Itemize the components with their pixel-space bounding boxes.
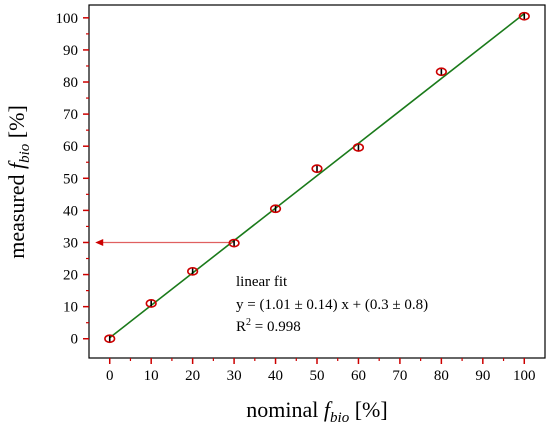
point-marker [104,334,116,344]
x-tick-label: 10 [144,368,159,384]
x-tick-label: 100 [513,368,536,384]
y-tick-label: 90 [63,43,78,59]
x-tick-label: 30 [227,368,242,384]
data-point [145,299,157,308]
fit-line [109,13,525,339]
point-marker [145,299,157,308]
arrow [95,238,235,246]
y-tick-label: 40 [63,203,78,219]
data-point [187,266,199,276]
x-tick-label: 80 [434,368,449,384]
x-tick-label: 20 [185,368,200,384]
point-marker [352,143,365,152]
x-tick-label: 60 [351,368,366,384]
data-point [311,164,323,174]
point-marker [518,11,530,21]
y-tick-label: 100 [56,11,79,27]
x-tick-label: 70 [392,368,407,384]
x-tick-label: 50 [310,368,325,384]
y-tick-label: 80 [63,75,78,91]
y-tick-labels: 0 10 20 30 40 50 60 70 80 90 100 [56,11,79,348]
y-tick-label: 0 [71,332,79,348]
data-point [518,11,530,21]
y-tick-label: 10 [63,300,78,316]
y-tick-label: 50 [63,171,78,187]
point-marker [269,204,282,214]
x-tick-label: 40 [268,368,283,384]
y-tick-label: 30 [63,235,78,251]
x-tick-label: 90 [475,368,490,384]
data-point [269,204,282,214]
point-marker [187,266,199,276]
y-tick-label: 60 [63,139,78,155]
y-tick-label: 70 [63,107,78,123]
point-marker [228,238,240,248]
data-point [104,334,116,344]
arrow-head [95,238,104,246]
point-marker [311,164,323,174]
x-axis-title: nominal fbio [%] [246,397,387,426]
data-point [352,143,365,152]
data-point [228,238,240,248]
fit-annotation-equation: y = (1.01 ± 0.14) x + (0.3 ± 0.8) [236,297,428,313]
y-tick-label: 20 [63,268,78,284]
point-marker [435,67,447,77]
x-tick-label: 0 [106,368,114,384]
y-axis-title: measured fbio [%] [4,105,33,259]
fit-annotation-r2: R2 = 0.998 [236,317,301,335]
data-points [104,11,530,344]
fit-annotation-title: linear fit [236,274,288,290]
x-tick-labels: 0 10 20 30 40 50 60 70 80 90 100 [106,368,536,384]
data-point [435,67,447,77]
axis-ticks [83,17,526,364]
